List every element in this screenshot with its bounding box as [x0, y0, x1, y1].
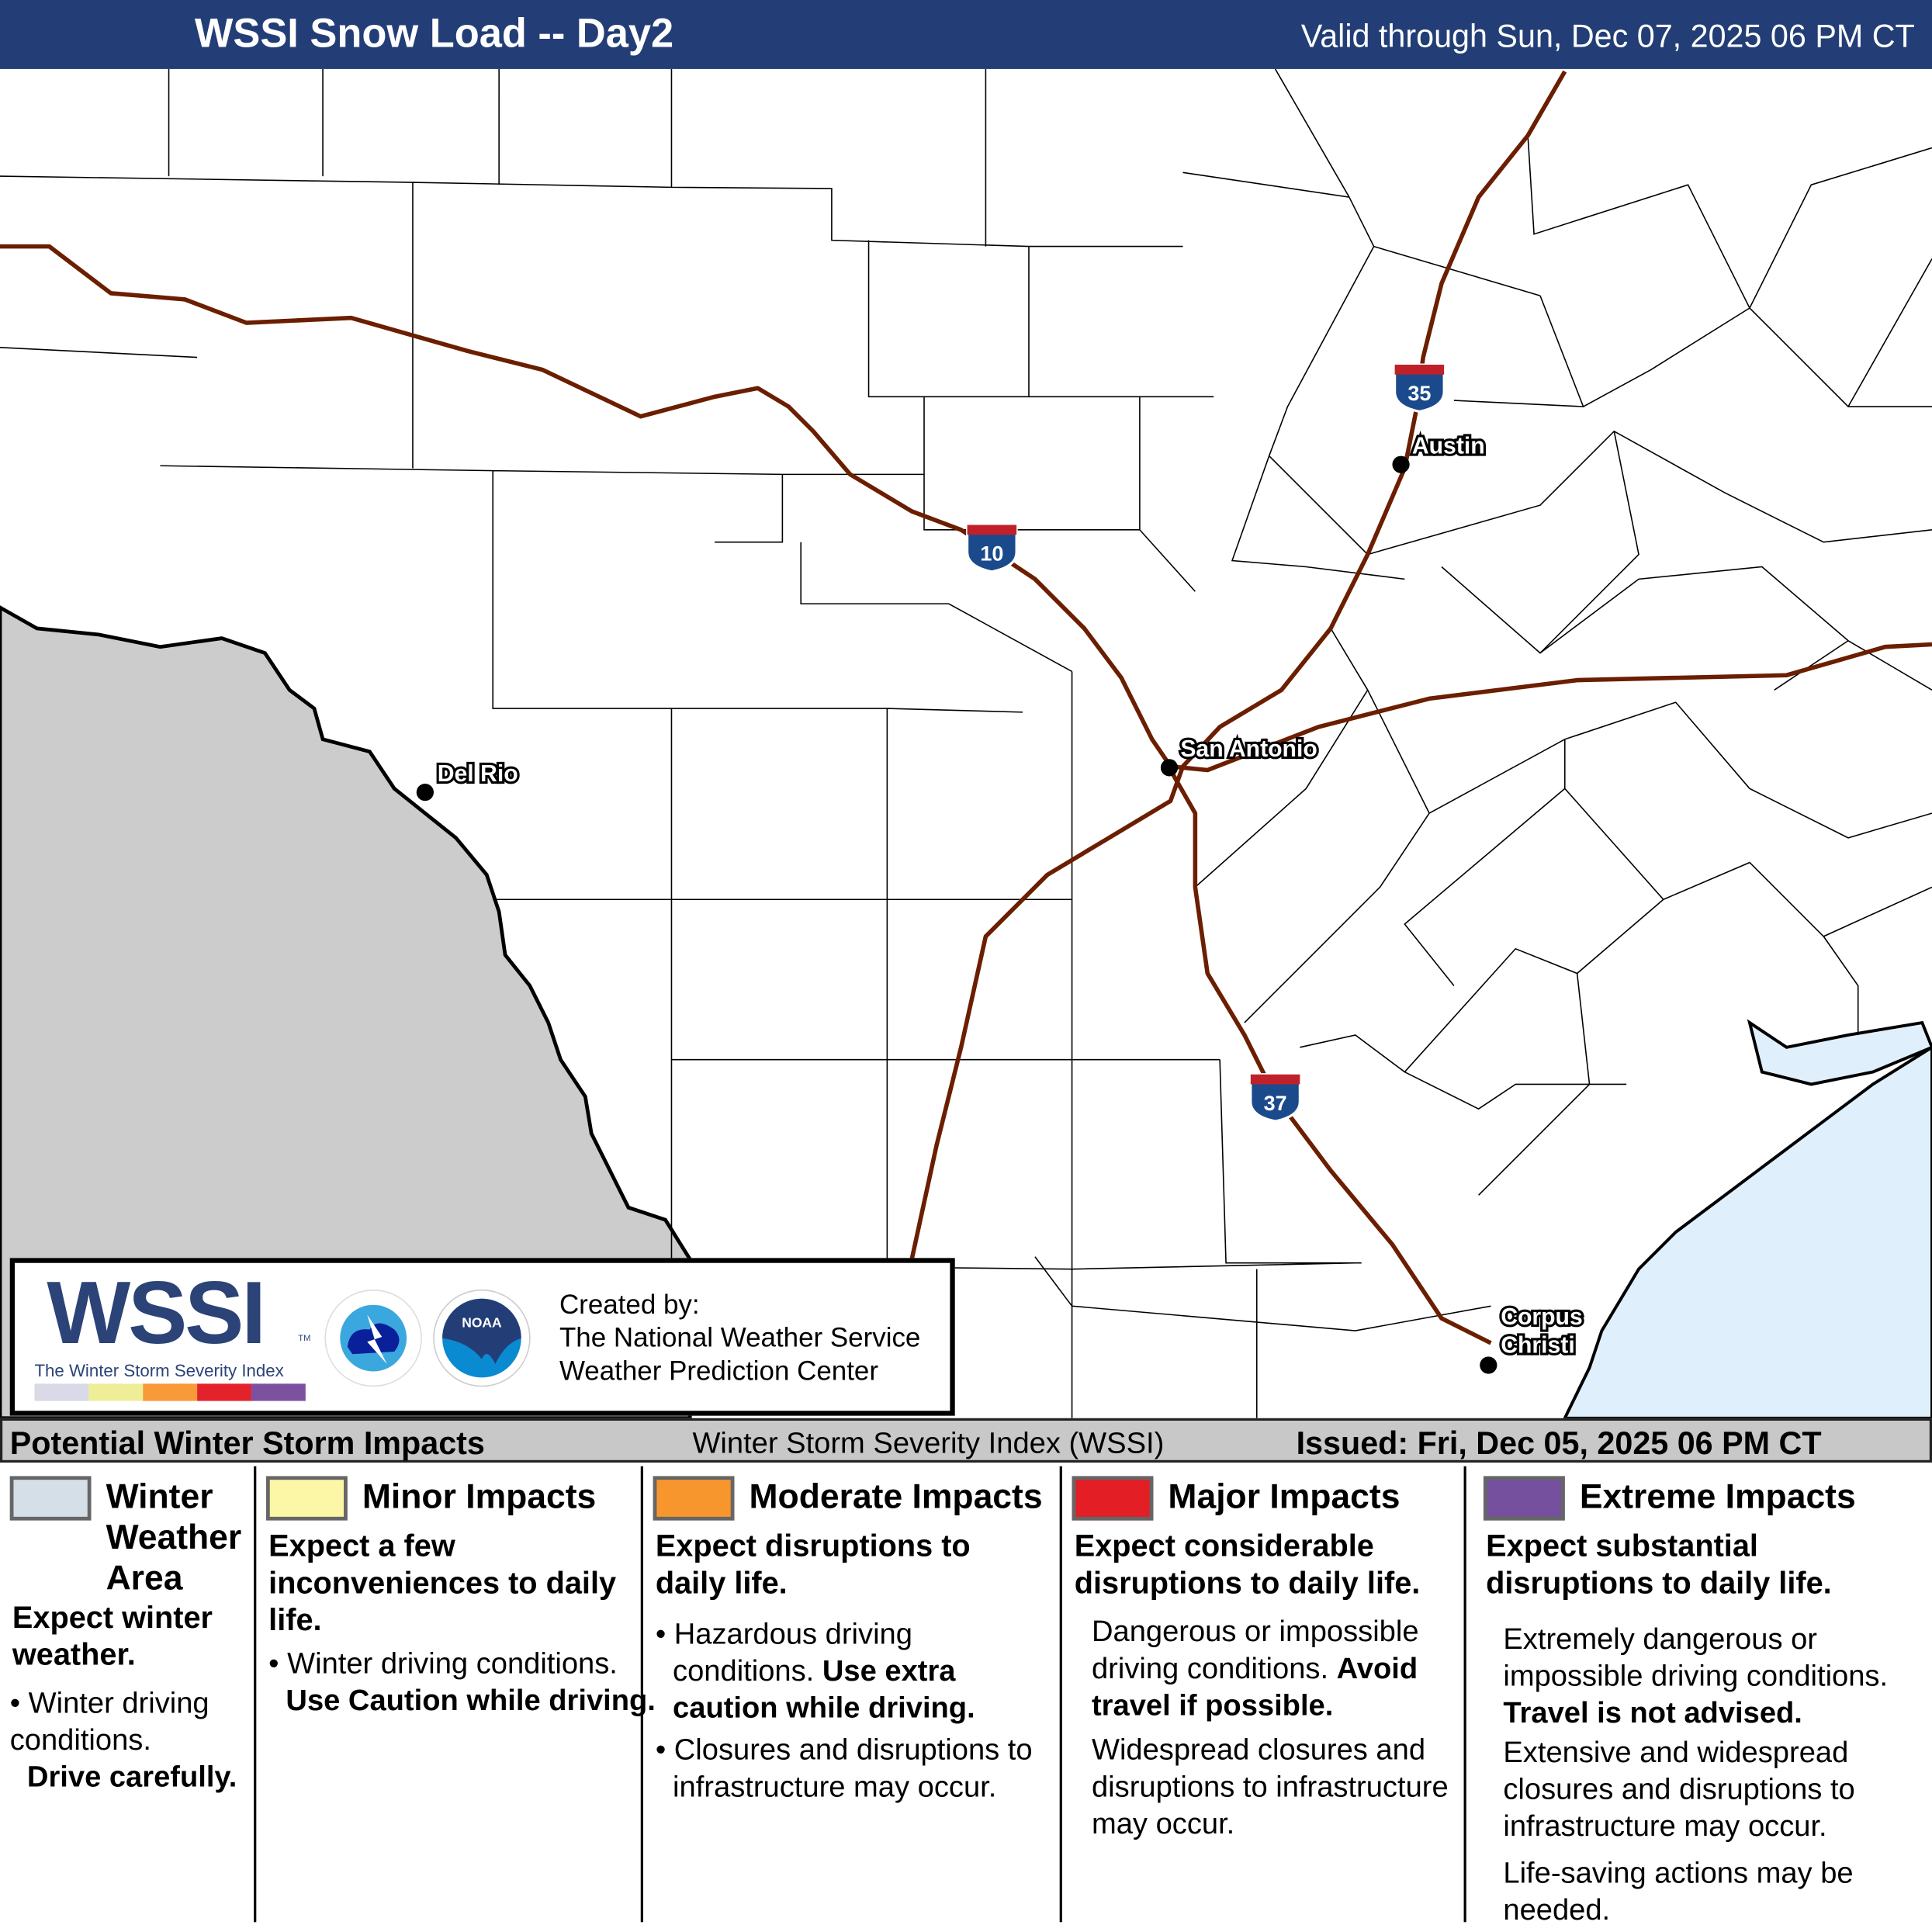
color-swatch — [9, 1476, 92, 1521]
category-title: Extreme Impacts — [1579, 1477, 1856, 1516]
category-summary: Expect considerable disruptions to daily… — [1074, 1529, 1421, 1601]
color-swatch — [266, 1476, 348, 1521]
city-label-del-rio: Del Rio — [438, 761, 518, 787]
impacts-header-bar: Potential Winter Storm Impacts Winter St… — [0, 1418, 1932, 1463]
category-winter-weather: Winter Weather Area Expect winter weathe… — [0, 1464, 254, 1923]
county-boundaries — [0, 68, 1932, 1418]
highways — [0, 70, 1932, 1345]
scale-swatch — [197, 1383, 251, 1401]
category-summary: Expect disruptions to daily life. — [655, 1529, 971, 1601]
category-title: Major Impacts — [1168, 1477, 1401, 1516]
map-title: WSSI Snow Load -- Day2 — [194, 9, 674, 56]
category-summary: Expect substantial disruptions to daily … — [1486, 1529, 1832, 1601]
credit-text: Created by: The National Weather Service… — [559, 1287, 920, 1387]
mexico-area — [0, 605, 692, 1418]
city-label-christi: Christi — [1501, 1333, 1575, 1359]
city-dot-san-antonio — [1160, 759, 1179, 777]
gulf-water — [1563, 1019, 1932, 1418]
interstate-37-shield: 37 — [1249, 1073, 1301, 1123]
divider — [254, 1466, 257, 1923]
category-details: • Winter driving conditions. Use Caution… — [268, 1647, 656, 1718]
interstate-37-route — [1169, 769, 1492, 1345]
category-major: Major Impacts Expect considerable disrup… — [1062, 1464, 1464, 1923]
divider — [1463, 1466, 1466, 1923]
category-details: Widespread closures and disruptions to i… — [1091, 1733, 1449, 1841]
svg-text:37: 37 — [1264, 1092, 1287, 1115]
map-area: 10 35 37 Del Rio San Antonio Austin Corp… — [0, 68, 1932, 1418]
category-summary: Expect winter weather. — [12, 1600, 213, 1672]
category-details: Dangerous or impossible driving conditio… — [1091, 1615, 1419, 1723]
svg-text:NOAA: NOAA — [462, 1314, 502, 1330]
color-swatch — [1483, 1476, 1565, 1521]
category-details: Life-saving actions may be needed. — [1503, 1857, 1854, 1927]
city-dot-austin — [1392, 455, 1410, 473]
valid-time: Valid through Sun, Dec 07, 2025 06 PM CT — [1300, 17, 1915, 54]
nws-logo — [324, 1289, 422, 1387]
category-moderate: Moderate Impacts Expect disruptions to d… — [643, 1464, 1060, 1923]
credits-box: WSSI TM The Winter Storm Severity Index … — [9, 1258, 955, 1416]
scale-swatch — [34, 1383, 89, 1401]
color-swatch — [1072, 1476, 1154, 1521]
trademark: TM — [298, 1334, 311, 1343]
category-minor: Minor Impacts Expect a few inconvenience… — [256, 1464, 656, 1923]
interstate-35-shield: 35 — [1394, 363, 1446, 414]
interstate-10-route — [0, 244, 1932, 773]
city-label-san-antonio: San Antonio — [1180, 736, 1317, 762]
scale-swatch — [143, 1383, 198, 1401]
svg-text:35: 35 — [1407, 382, 1431, 405]
credit-line: The National Weather Service — [559, 1321, 921, 1353]
noaa-logo: NOAA — [433, 1289, 531, 1387]
category-details: • Winter driving conditions. Drive carefu… — [9, 1686, 237, 1795]
category-summary: Expect a few inconveniences to daily lif… — [268, 1529, 617, 1638]
impacts-title: Potential Winter Storm Impacts — [9, 1424, 485, 1462]
category-title: Moderate Impacts — [749, 1477, 1043, 1516]
interstate-10-shield: 10 — [965, 523, 1018, 573]
highway-shields: 10 35 37 — [965, 363, 1446, 1123]
interstate-35-route — [909, 70, 1567, 1260]
category-details: • Hazardous driving conditions. Use extr… — [655, 1618, 975, 1726]
cities: Del Rio San Antonio Austin Corpus Christ… — [416, 431, 1585, 1374]
city-label-corpus: Corpus — [1501, 1304, 1583, 1330]
city-dot-del-rio — [416, 783, 434, 802]
category-details: Extensive and widespread closures and di… — [1503, 1736, 1855, 1844]
color-swatch — [653, 1476, 735, 1521]
category-extreme: Extreme Impacts Expect substantial disru… — [1466, 1464, 1932, 1927]
category-title: Winter Weather Area — [106, 1477, 242, 1598]
category-title: Minor Impacts — [362, 1477, 597, 1516]
wssi-logo: WSSI — [47, 1264, 266, 1363]
city-label-austin: Austin — [1412, 433, 1485, 459]
category-details: • Closures and disruptions to infrastruc… — [655, 1733, 1033, 1804]
header-bar: WSSI Snow Load -- Day2 Valid through Sun… — [0, 0, 1932, 69]
credit-line: Created by: — [559, 1289, 700, 1320]
svg-text:10: 10 — [980, 542, 1003, 566]
category-details: Extremely dangerous or impossible drivin… — [1503, 1622, 1889, 1730]
city-dot-corpus-christi — [1480, 1356, 1497, 1374]
divider — [640, 1466, 643, 1923]
wssi-logo-subtitle: The Winter Storm Severity Index — [34, 1360, 284, 1380]
issued-time: Issued: Fri, Dec 05, 2025 06 PM CT — [1296, 1424, 1822, 1462]
index-name: Winter Storm Severity Index (WSSI) — [692, 1426, 1165, 1460]
scale-swatch — [88, 1383, 144, 1401]
divider — [1059, 1466, 1062, 1923]
credit-line: Weather Prediction Center — [559, 1355, 879, 1387]
scale-swatch — [251, 1383, 306, 1401]
